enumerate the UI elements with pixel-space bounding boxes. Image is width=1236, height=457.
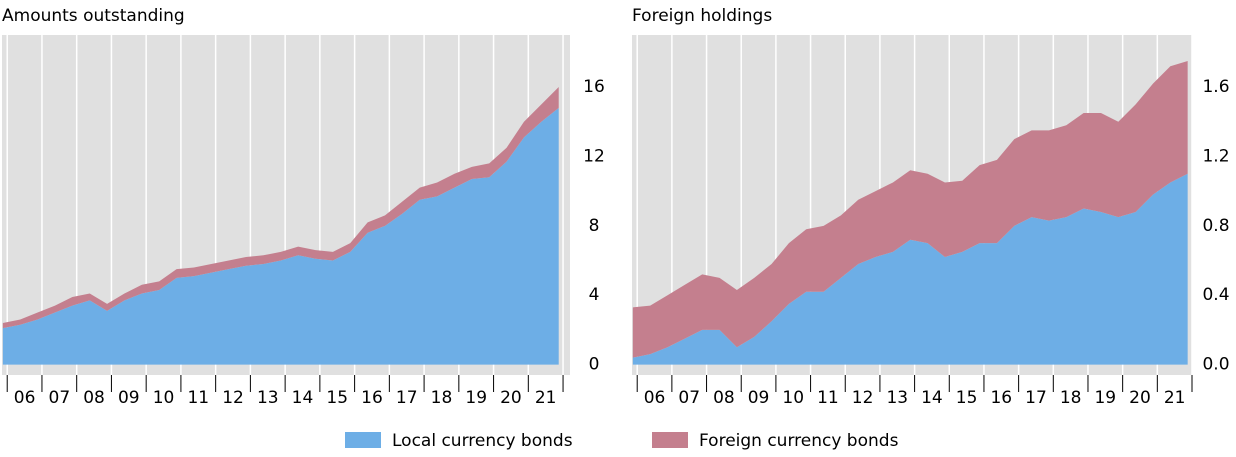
x-tick-label: 19 (1094, 388, 1116, 408)
x-tick-label: 15 (326, 388, 348, 408)
y-tick-label: 0.4 (1202, 285, 1229, 305)
x-tick-label: 21 (1164, 388, 1186, 408)
y-tick-label: 1.6 (1202, 77, 1229, 97)
area (632, 173, 1188, 365)
x-tick-label: 15 (956, 388, 978, 408)
x-tick-label: 20 (1129, 388, 1151, 408)
area (2, 107, 559, 365)
x-tick-label: 07 (49, 388, 71, 408)
legend-swatch (345, 432, 381, 448)
chart-title: Foreign holdings (632, 6, 772, 26)
x-tick-label: 14 (292, 388, 314, 408)
y-tick-label: 8 (589, 216, 600, 236)
x-tick-label: 20 (500, 388, 522, 408)
area (2, 87, 559, 329)
x-tick-label: 14 (921, 388, 943, 408)
legend-label: Foreign currency bonds (699, 431, 899, 451)
x-tick-label: 16 (990, 388, 1012, 408)
x-tick-label: 18 (1060, 388, 1082, 408)
x-tick-label: 10 (153, 388, 175, 408)
x-tick-label: 12 (222, 388, 244, 408)
x-tick-label: 09 (748, 388, 770, 408)
x-tick-label: 21 (535, 388, 557, 408)
x-tick-label: 11 (817, 388, 839, 408)
y-tick-label: 1.2 (1202, 146, 1229, 166)
x-tick-label: 07 (678, 388, 700, 408)
x-tick-label: 17 (1025, 388, 1047, 408)
x-tick-label: 13 (257, 388, 279, 408)
x-tick-label: 08 (83, 388, 105, 408)
x-tick-label: 08 (713, 388, 735, 408)
legend-swatch (652, 432, 688, 448)
x-tick-label: 17 (396, 388, 418, 408)
y-tick-label: 12 (583, 146, 605, 166)
x-tick-label: 09 (118, 388, 140, 408)
y-tick-label: 0.8 (1202, 216, 1229, 236)
legend-label: Local currency bonds (392, 431, 573, 451)
y-tick-label: 16 (583, 77, 605, 97)
x-tick-label: 06 (644, 388, 666, 408)
x-tick-label: 16 (361, 388, 383, 408)
x-tick-label: 19 (465, 388, 487, 408)
x-tick-label: 18 (431, 388, 453, 408)
y-tick-label: 0.0 (1202, 355, 1229, 375)
y-tick-label: 4 (589, 285, 600, 305)
y-tick-label: 0 (589, 355, 600, 375)
chart-title: Amounts outstanding (2, 6, 185, 26)
x-tick-label: 11 (187, 388, 209, 408)
x-tick-label: 06 (14, 388, 36, 408)
x-tick-label: 13 (886, 388, 908, 408)
x-tick-label: 10 (782, 388, 804, 408)
x-tick-label: 12 (852, 388, 874, 408)
area (632, 61, 1188, 358)
